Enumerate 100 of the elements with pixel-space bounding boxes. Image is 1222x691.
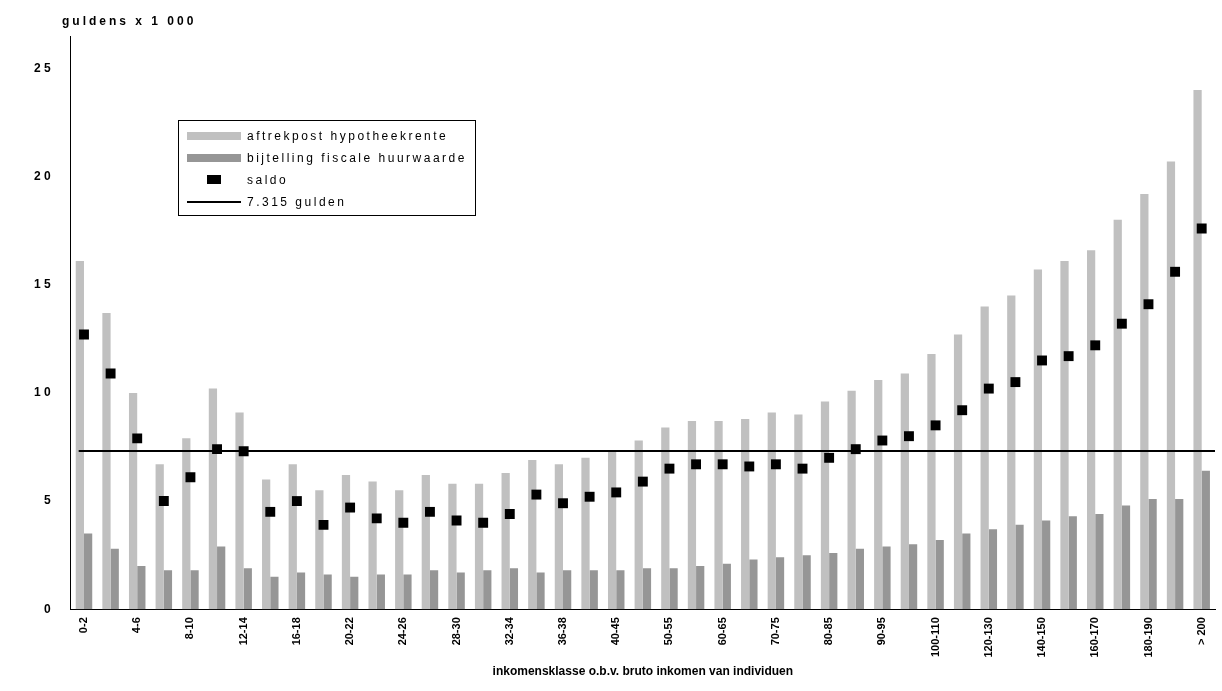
point [531,489,542,500]
bar [163,570,173,610]
bar [935,540,944,610]
bar [988,529,998,610]
y-tick-label: 1 0 [33,385,51,400]
point [1010,377,1021,388]
x-tick-label: 24-26 [396,617,409,646]
bar [1060,260,1069,610]
x-tick-label: 80-85 [822,617,835,646]
x-tick-label: 100-110 [928,617,941,657]
y-axis-title: guldens x 1 000 [62,14,197,28]
bar [616,570,625,610]
bar [421,475,430,610]
point [1196,223,1207,234]
point [1063,351,1074,362]
bar [1121,505,1131,610]
x-tick-label: > 200 [1194,617,1207,646]
bar [128,392,138,610]
x-tick-label: 12-14 [236,616,249,646]
point [425,506,435,517]
point [371,513,382,524]
point [691,459,702,470]
bar [855,548,864,610]
bar [262,479,271,610]
legend-label: 7.315 gulden [247,195,347,209]
point [478,517,489,528]
bar [927,353,936,610]
bar [900,373,909,610]
point [770,459,781,470]
legend-label: saldo [247,173,289,187]
bar [350,576,359,610]
point [637,476,648,487]
point [504,509,515,519]
bar [235,412,244,610]
bar [802,555,811,610]
point [79,329,89,340]
bar [182,438,191,610]
point [717,459,728,470]
y-tick-label: 5 [43,493,51,508]
bar [395,490,404,610]
bar [341,475,351,610]
bar [714,421,723,610]
bar [722,563,731,610]
bar [1193,90,1202,610]
bar [456,572,465,610]
x-tick-label: 36-38 [556,617,569,646]
point [451,515,462,526]
bar [847,390,856,610]
bar [155,464,164,610]
bar [288,464,297,610]
bar [607,451,617,610]
bar [296,572,306,610]
bar [980,306,989,610]
bar [563,570,572,610]
x-tick-label: 50-55 [662,617,675,646]
bar [323,574,332,610]
bar [448,483,457,610]
x-tick-label: 160-170 [1088,617,1101,658]
bar [661,427,670,610]
bar [908,544,918,610]
bar [1007,295,1016,610]
bar [1033,269,1043,610]
point [345,502,356,513]
bar [634,440,643,610]
bar [820,401,830,610]
bar [509,568,519,610]
point [877,435,888,446]
x-tick-label: 180-190 [1141,617,1154,658]
legend-label: aftrekpost hypotheekrente [247,129,449,143]
bar [208,388,218,610]
bar [1201,470,1210,610]
bar [1087,250,1096,610]
x-tick-label: 70-75 [768,617,781,646]
bar [1068,516,1077,610]
x-tick-label: 20-22 [343,617,356,646]
point [132,433,143,444]
y-tick-label: 2 5 [33,60,51,75]
bar [882,546,891,610]
x-tick-label: 90-95 [875,617,888,646]
bar [1113,219,1122,610]
point [611,487,622,498]
bar [1042,520,1051,610]
bar [429,570,439,610]
bar [829,552,838,610]
point [1143,299,1154,310]
point [904,431,914,442]
bar [589,570,598,610]
point [983,383,994,394]
bar [1140,193,1149,610]
point [797,463,808,474]
point [1090,340,1101,351]
legend-label: bijtelling fiscale huurwaarde [247,151,467,165]
x-tick-label: 0-2 [77,617,90,634]
bar [687,421,697,610]
bar [953,334,963,610]
bar [501,472,510,610]
point [957,405,968,416]
y-tick-label: 2 0 [33,168,51,183]
bar [102,312,111,610]
bar [376,574,385,610]
